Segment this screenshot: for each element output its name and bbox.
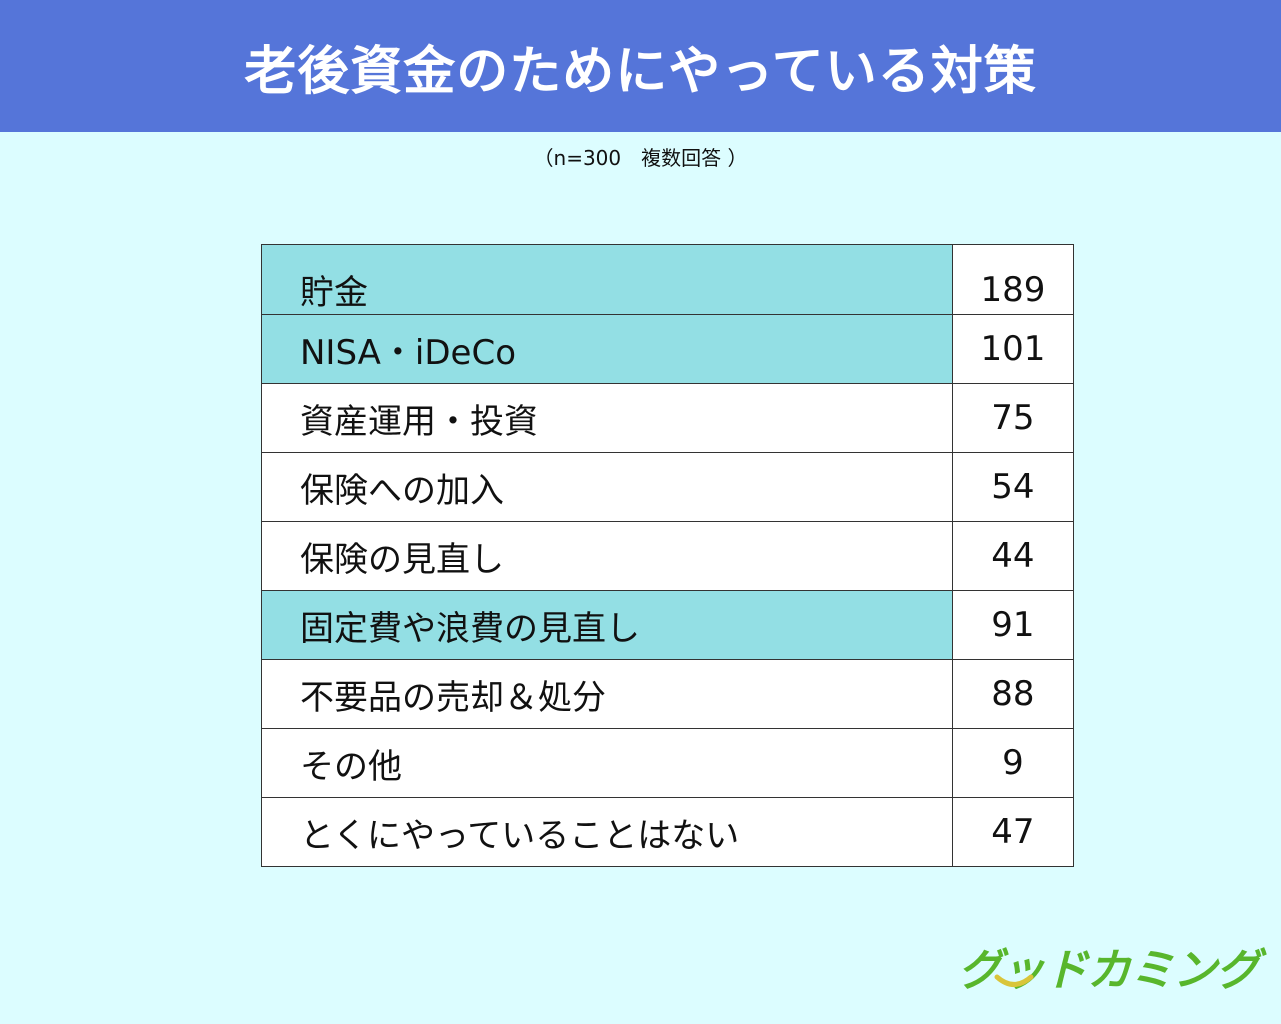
table-row: 保険への加入 54 <box>261 452 1075 522</box>
row-value: 44 <box>951 521 1075 591</box>
row-label: 資産運用・投資 <box>261 383 953 453</box>
table-row: 保険の見直し 44 <box>261 521 1075 591</box>
table-row: 固定費や浪費の見直し 91 <box>261 590 1075 660</box>
row-value: 9 <box>951 728 1075 798</box>
row-label: 貯金 <box>261 244 953 315</box>
table-row: 不要品の売却＆処分 88 <box>261 659 1075 729</box>
row-value: 101 <box>951 314 1075 384</box>
brand-logo: グッドカミング <box>958 934 1260 996</box>
row-label: 固定費や浪費の見直し <box>261 590 953 660</box>
table-row: とくにやっていることはない 47 <box>261 797 1075 867</box>
results-table: 貯金 189 NISA・iDeCo 101 資産運用・投資 75 保険への加入 54 保険の見直… <box>261 244 1075 867</box>
title-banner: 老後資金のためにやっている対策 <box>0 0 1281 132</box>
row-value: 189 <box>951 244 1075 315</box>
row-value: 47 <box>951 797 1075 867</box>
row-label: とくにやっていることはない <box>261 797 953 867</box>
table-row: その他 9 <box>261 728 1075 798</box>
brand-logo-text: グッドカミング <box>958 945 1260 996</box>
row-label: 保険への加入 <box>261 452 953 522</box>
table-row: 資産運用・投資 75 <box>261 383 1075 453</box>
sample-note: （n=300 複数回答 ） <box>533 146 748 170</box>
row-label: その他 <box>261 728 953 798</box>
table-row: NISA・iDeCo 101 <box>261 314 1075 384</box>
row-label: 保険の見直し <box>261 521 953 591</box>
row-label: 不要品の売却＆処分 <box>261 659 953 729</box>
row-value: 88 <box>951 659 1075 729</box>
row-value: 54 <box>951 452 1075 522</box>
page-title: 老後資金のためにやっている対策 <box>244 41 1037 102</box>
row-value: 91 <box>951 590 1075 660</box>
results-table-body: 貯金 189 NISA・iDeCo 101 資産運用・投資 75 保険への加入 54 保険の見直… <box>261 244 1075 867</box>
row-value: 75 <box>951 383 1075 453</box>
table-row: 貯金 189 <box>261 244 1075 315</box>
smile-swoosh-icon <box>994 974 1034 987</box>
row-label: NISA・iDeCo <box>261 314 953 384</box>
